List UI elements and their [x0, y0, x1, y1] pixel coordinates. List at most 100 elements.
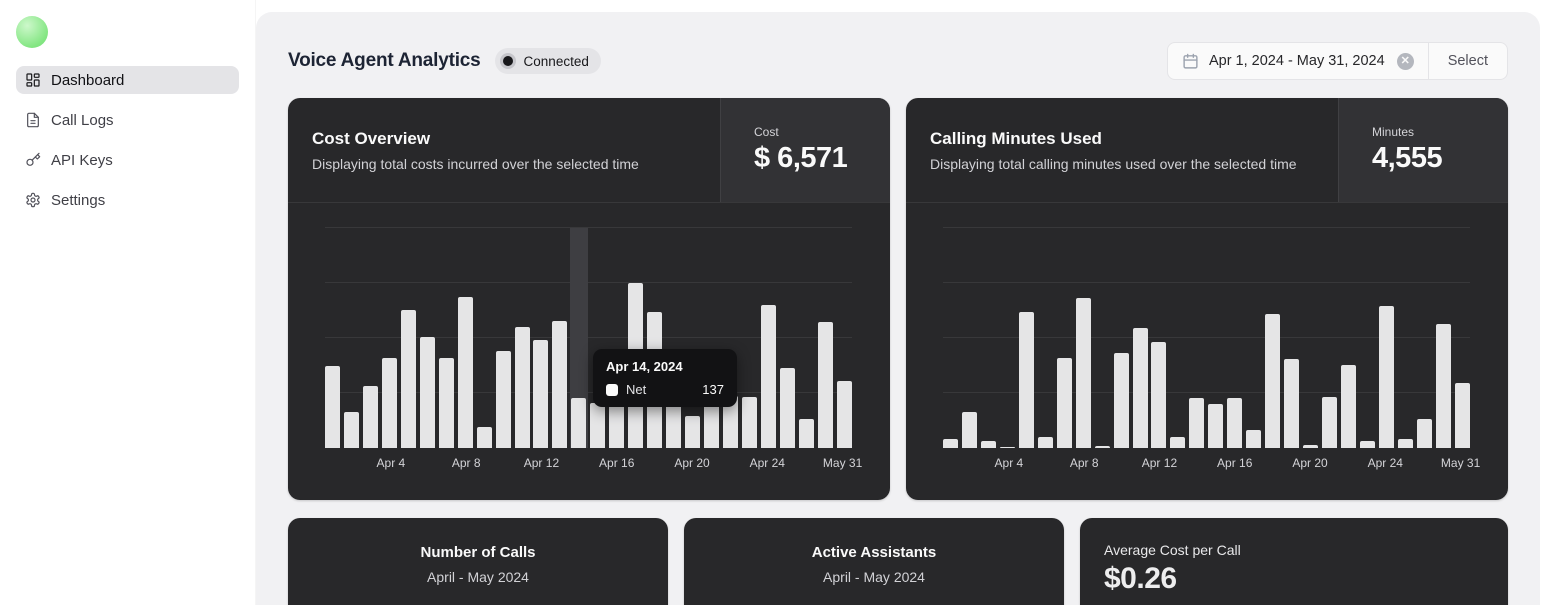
chart-bar[interactable] — [1246, 430, 1262, 448]
date-range-value: Apr 1, 2024 - May 31, 2024 — [1208, 53, 1385, 69]
x-axis-tick: Apr 12 — [523, 456, 560, 470]
status-badge: Connected — [494, 48, 601, 74]
sidebar: Dashboard Call Logs API Keys Settings — [0, 0, 256, 605]
sidebar-item-api-keys[interactable]: API Keys — [16, 146, 239, 174]
sidebar-item-settings[interactable]: Settings — [16, 186, 239, 214]
chart-bar[interactable] — [666, 400, 682, 448]
chart-bar[interactable] — [325, 366, 340, 448]
chart-bar[interactable] — [961, 412, 977, 448]
main-panel: Voice Agent Analytics Connected Apr 1, 2… — [256, 12, 1540, 605]
chart-bar[interactable] — [590, 402, 606, 448]
chart-bar[interactable] — [1113, 353, 1129, 448]
cost-overview-card: Cost Overview Displaying total costs inc… — [288, 98, 890, 500]
summary-cards-row: Number of Calls April - May 2024 Active … — [288, 518, 1508, 605]
sidebar-item-label: API Keys — [51, 151, 113, 169]
chart-bar[interactable] — [1322, 397, 1338, 448]
sidebar-item-call-logs[interactable]: Call Logs — [16, 106, 239, 134]
chart-bar[interactable] — [1132, 328, 1148, 448]
chart-bar[interactable] — [1151, 342, 1167, 448]
x-axis-tick: Apr 16 — [1217, 456, 1253, 470]
chart-bar[interactable] — [760, 304, 776, 448]
chart-bar[interactable] — [1435, 323, 1451, 448]
gridline — [325, 227, 852, 228]
chart-bar[interactable] — [1454, 382, 1470, 448]
chart-bar[interactable] — [741, 396, 757, 448]
chart-bar[interactable] — [943, 439, 958, 448]
chart-bar[interactable] — [381, 358, 397, 448]
chart-bar[interactable] — [438, 358, 454, 448]
x-axis-tick: Apr 4 — [994, 456, 1024, 470]
chart-bar[interactable] — [1227, 397, 1243, 448]
active-assistants-subtitle: April - May 2024 — [823, 569, 925, 585]
chart-bar[interactable] — [609, 397, 625, 448]
chart-bar[interactable] — [1056, 358, 1072, 448]
minutes-card-subtitle: Displaying total calling minutes used ov… — [930, 155, 1297, 172]
avg-cost-label: Average Cost per Call — [1104, 542, 1241, 558]
chart-bar[interactable] — [400, 309, 416, 448]
chart-bar[interactable] — [685, 415, 701, 448]
date-range-button[interactable]: Apr 1, 2024 - May 31, 2024 ✕ — [1168, 43, 1428, 79]
chart-bar[interactable] — [1416, 419, 1432, 448]
minutes-chart-area: Apr 4 Apr 8 Apr 12 Apr 16 Apr 20 Apr 24 May 31 — [906, 203, 1508, 500]
x-axis-tick: Apr 12 — [1141, 456, 1178, 470]
gridline — [943, 392, 1470, 393]
chart-bar[interactable] — [552, 321, 568, 448]
gear-icon — [26, 192, 40, 208]
chart-bar[interactable] — [533, 340, 549, 448]
cost-chart-area: Apr 4 Apr 8 Apr 12 Apr 16 Apr 20 Apr 24 May 31… — [288, 203, 890, 500]
chart-bar[interactable] — [343, 411, 359, 448]
x-axis-tick: Apr 8 — [451, 456, 481, 470]
chart-bar[interactable] — [571, 397, 587, 448]
chart-bar[interactable] — [495, 351, 511, 448]
chart-bar[interactable] — [1284, 359, 1300, 448]
chart-bar[interactable] — [1303, 445, 1319, 448]
cost-stat-value: $ 6,571 — [754, 142, 848, 174]
clear-date-icon[interactable]: ✕ — [1396, 52, 1414, 70]
chart-bar[interactable] — [1094, 445, 1110, 448]
gridline — [943, 337, 1470, 338]
chart-bar[interactable] — [1265, 314, 1281, 448]
x-axis-tick: Apr 24 — [749, 456, 785, 470]
minutes-stat-value: 4,555 — [1372, 142, 1443, 174]
calendar-icon — [1183, 53, 1198, 69]
chart-bar[interactable] — [1189, 397, 1205, 448]
chart-bar[interactable] — [419, 337, 435, 448]
x-axis-tick: Apr 8 — [1069, 456, 1099, 470]
chart-bar[interactable] — [1359, 441, 1375, 448]
chart-bar[interactable] — [980, 441, 996, 448]
chart-bar[interactable] — [1397, 439, 1413, 448]
x-axis-tick: Apr 20 — [674, 456, 710, 470]
chart-bar[interactable] — [1208, 404, 1224, 448]
chart-tooltip: Apr 14, 2024 Net 137 — [593, 349, 737, 407]
cost-card-subtitle: Displaying total costs incurred over the… — [312, 155, 639, 172]
cost-chart-xaxis: Apr 4 Apr 8 Apr 12 Apr 16 Apr 20 Apr 24 May 31 — [325, 456, 863, 472]
sidebar-item-dashboard[interactable]: Dashboard — [16, 66, 239, 94]
chart-bar[interactable] — [1378, 306, 1394, 448]
chart-bar[interactable] — [476, 426, 492, 448]
minutes-card-title: Calling Minutes Used — [930, 128, 1102, 148]
minutes-stat-label: Minutes — [1372, 125, 1415, 139]
chart-bar[interactable] — [1037, 436, 1053, 448]
chart-bar[interactable] — [362, 386, 378, 448]
select-button[interactable]: Select — [1427, 43, 1507, 79]
chart-bar[interactable] — [999, 446, 1015, 448]
chart-bar[interactable] — [457, 296, 473, 448]
chart-bar[interactable] — [836, 381, 852, 448]
chart-bar[interactable] — [1170, 436, 1186, 448]
document-icon — [27, 112, 39, 128]
sidebar-nav: Dashboard Call Logs API Keys Settings — [16, 66, 239, 214]
chart-bar[interactable] — [723, 395, 739, 448]
chart-bar[interactable] — [779, 368, 795, 448]
chart-bar[interactable] — [1018, 311, 1034, 448]
avg-cost-value: $0.26 — [1104, 562, 1177, 595]
chart-bar[interactable] — [817, 321, 833, 448]
page-header: Voice Agent Analytics Connected Apr 1, 2… — [288, 42, 1508, 80]
cost-stat-label: Cost — [754, 125, 779, 139]
x-axis-tick: May 31 — [1440, 456, 1481, 470]
chart-bar[interactable] — [1075, 298, 1091, 448]
chart-bar[interactable] — [704, 396, 720, 448]
tooltip-series-name: Net — [626, 382, 647, 397]
chart-bar[interactable] — [514, 327, 530, 448]
chart-bar[interactable] — [798, 418, 814, 448]
chart-bar[interactable] — [1341, 365, 1357, 448]
